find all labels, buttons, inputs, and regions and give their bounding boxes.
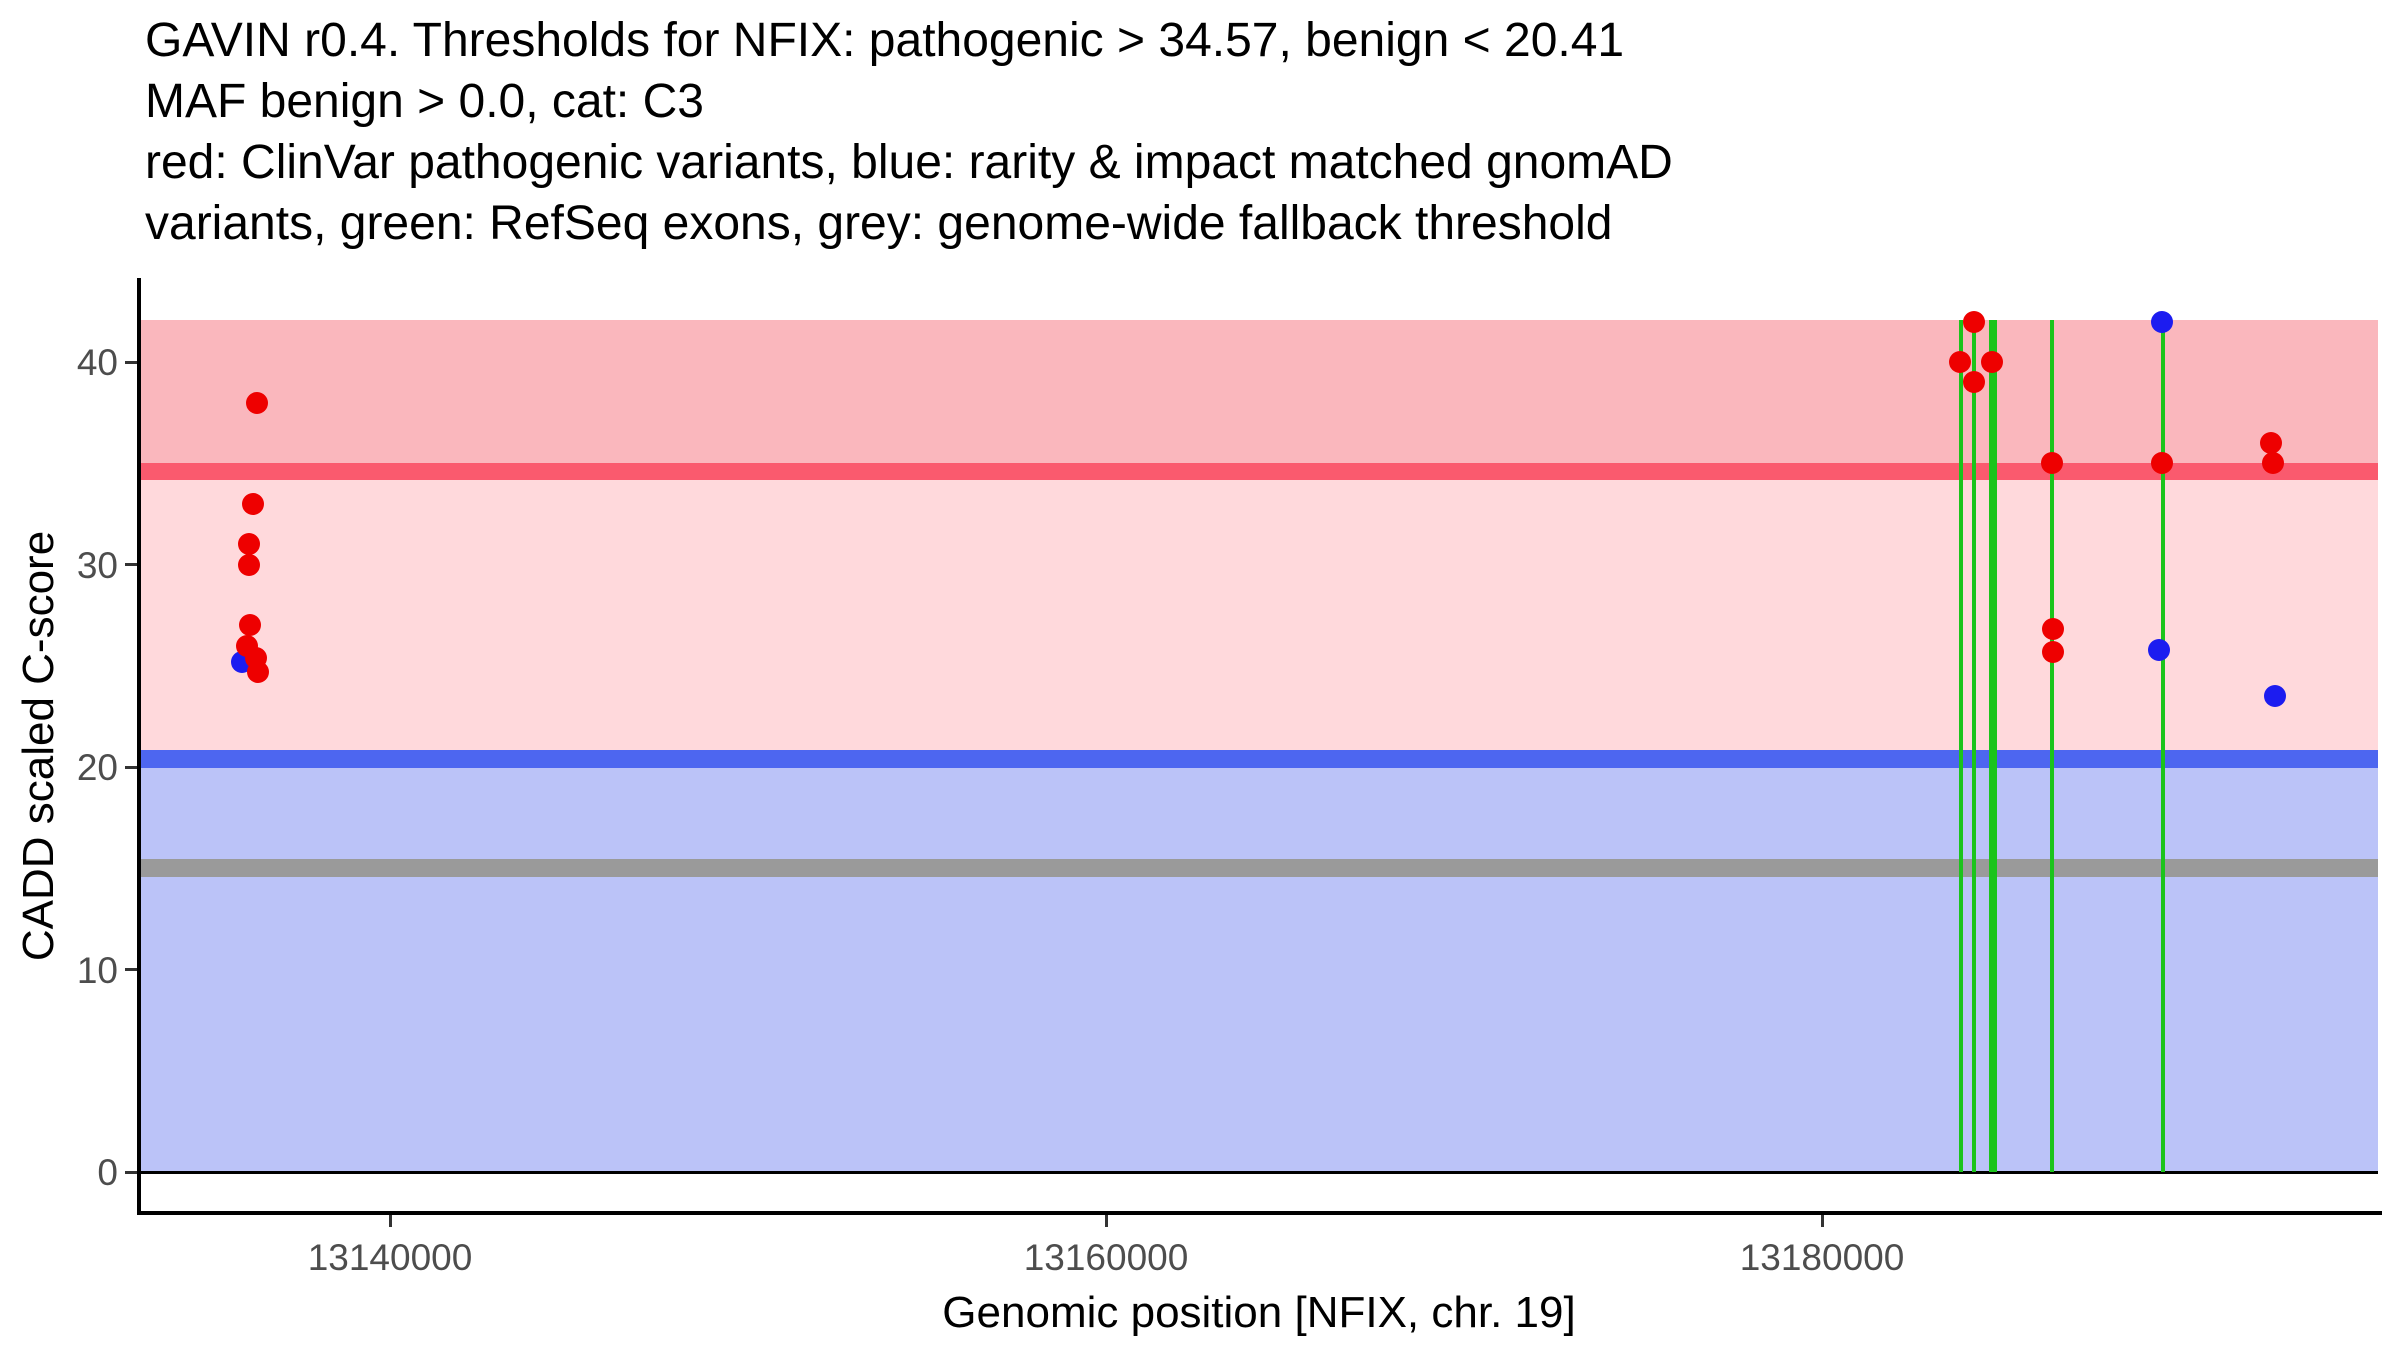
vous-zone bbox=[141, 471, 2378, 759]
x-axis-line bbox=[137, 1211, 2382, 1215]
y-tick-label: 10 bbox=[76, 949, 118, 991]
refseq-exon-line bbox=[1988, 320, 1993, 1172]
y-tick-mark bbox=[125, 1170, 137, 1174]
clinvar-pathogenic-point bbox=[239, 614, 262, 637]
x-tick-mark bbox=[1104, 1215, 1108, 1227]
y-tick-label: 40 bbox=[76, 342, 118, 383]
clinvar-pathogenic-point bbox=[1981, 351, 2004, 373]
refseq-exon-line bbox=[1972, 320, 1977, 1172]
y-tick-mark bbox=[125, 360, 137, 364]
x-tick-mark bbox=[388, 1215, 392, 1227]
clinvar-pathogenic-point bbox=[237, 533, 260, 556]
clinvar-pathogenic-point bbox=[2262, 452, 2285, 475]
y-tick-mark bbox=[125, 765, 137, 769]
plot-title-line-3: red: ClinVar pathogenic variants, blue: … bbox=[145, 136, 1673, 189]
gnomad-matched-point bbox=[2263, 685, 2286, 708]
clinvar-pathogenic-point bbox=[2041, 640, 2064, 663]
clinvar-pathogenic-point bbox=[237, 553, 260, 576]
plot-panel bbox=[141, 280, 2378, 1212]
x-tick-label: 13180000 bbox=[1739, 1237, 1905, 1278]
clinvar-pathogenic-point bbox=[241, 492, 264, 515]
x-axis-title: Genomic position [NFIX, chr. 19] bbox=[942, 1288, 1576, 1337]
clinvar-pathogenic-point bbox=[1963, 310, 1986, 333]
x-tick-label: 13140000 bbox=[307, 1237, 473, 1278]
y-tick-mark bbox=[125, 968, 137, 971]
refseq-exon-line bbox=[2049, 320, 2054, 1172]
clinvar-pathogenic-point bbox=[2151, 452, 2174, 475]
plot-title-line-1: GAVIN r0.4. Thresholds for NFIX: pathoge… bbox=[145, 14, 1625, 67]
gnomad-matched-point bbox=[2151, 310, 2174, 333]
clinvar-pathogenic-point bbox=[2040, 452, 2063, 475]
clinvar-pathogenic-point bbox=[2041, 618, 2064, 641]
pathogenic-zone bbox=[141, 320, 2378, 472]
plot-title: GAVIN r0.4. Thresholds for NFIX: pathoge… bbox=[145, 10, 1673, 254]
y-tick-label: 20 bbox=[76, 747, 118, 788]
plot-title-line-2: MAF benign > 0.0, cat: C3 bbox=[145, 75, 704, 128]
zero-baseline bbox=[141, 1170, 2378, 1174]
y-tick-mark bbox=[125, 563, 137, 566]
clinvar-pathogenic-point bbox=[2259, 432, 2282, 454]
refseq-exon-line bbox=[2161, 320, 2166, 1172]
gnomad-matched-point bbox=[2147, 638, 2170, 661]
clinvar-pathogenic-point bbox=[246, 660, 269, 683]
clinvar-pathogenic-point bbox=[246, 391, 269, 414]
clinvar-pathogenic-point bbox=[1948, 351, 1971, 373]
y-axis-title: CADD scaled C-score bbox=[14, 530, 63, 962]
x-tick-mark bbox=[1820, 1215, 1824, 1227]
pathogenic-threshold-band bbox=[141, 463, 2378, 481]
refseq-exon-line bbox=[1958, 320, 1963, 1172]
benign-zone bbox=[141, 758, 2378, 1172]
clinvar-pathogenic-point bbox=[1963, 371, 1986, 394]
y-tick-label: 0 bbox=[97, 1152, 118, 1193]
x-tick-label: 13160000 bbox=[1023, 1237, 1189, 1278]
y-tick-label: 30 bbox=[76, 544, 118, 586]
benign-threshold-band bbox=[141, 749, 2378, 768]
refseq-exon-line bbox=[1992, 320, 1997, 1172]
plot-title-line-4: variants, green: RefSeq exons, grey: gen… bbox=[145, 197, 1613, 250]
fallback-threshold-band bbox=[141, 859, 2378, 878]
y-axis-line bbox=[137, 278, 141, 1215]
